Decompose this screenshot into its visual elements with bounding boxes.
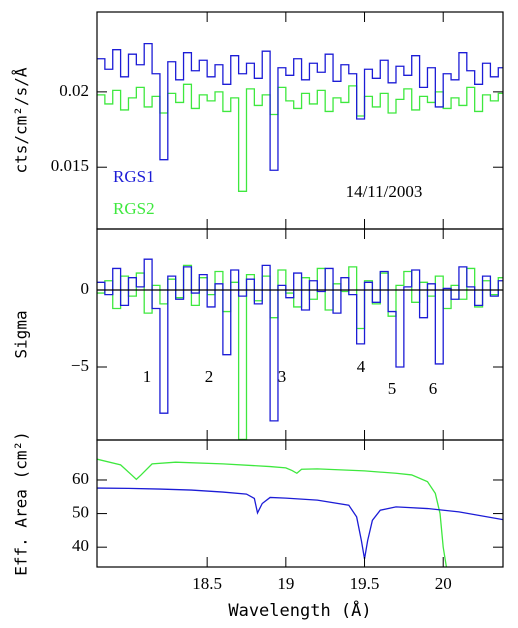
x-axis-label: Wavelength (Å) [228, 599, 371, 621]
panel-frame [96, 11, 504, 230]
annotation: 14/11/2003 [346, 182, 423, 201]
series-line [97, 458, 447, 567]
legend-label: RGS1 [113, 167, 155, 186]
y-tick-label: −5 [71, 356, 89, 375]
y-tick-label: 60 [72, 469, 89, 488]
y-axis-label: Eff. Area (cm²) [12, 431, 31, 576]
x-tick-label: 19.5 [350, 574, 380, 593]
series-line [97, 487, 503, 560]
annotation: 4 [357, 357, 366, 376]
annotation: 1 [143, 367, 152, 386]
y-tick-label: 0.02 [59, 81, 89, 100]
y-axis-label: cts/cm²/s/Å [12, 67, 31, 173]
annotation: 5 [388, 379, 397, 398]
annotation: 2 [205, 367, 214, 386]
series-line [97, 42, 503, 171]
y-tick-label: 0 [81, 279, 90, 298]
x-tick-label: 19 [277, 574, 294, 593]
annotation: 6 [429, 379, 438, 398]
series-line [97, 83, 503, 192]
plot-area [97, 42, 503, 192]
y-axis-label: Sigma [12, 310, 31, 358]
y-tick-label: 0.015 [51, 156, 89, 175]
y-tick-label: 40 [72, 536, 89, 555]
legend-label: RGS2 [113, 199, 155, 218]
plot-area [97, 258, 503, 440]
panel-frame [96, 439, 504, 568]
series-line [97, 258, 503, 422]
plot-area [97, 458, 503, 567]
annotation: 3 [278, 367, 287, 386]
x-tick-label: 18.5 [192, 574, 222, 593]
y-tick-label: 50 [72, 502, 89, 521]
x-tick-label: 20 [435, 574, 452, 593]
panel-frame [96, 228, 504, 441]
